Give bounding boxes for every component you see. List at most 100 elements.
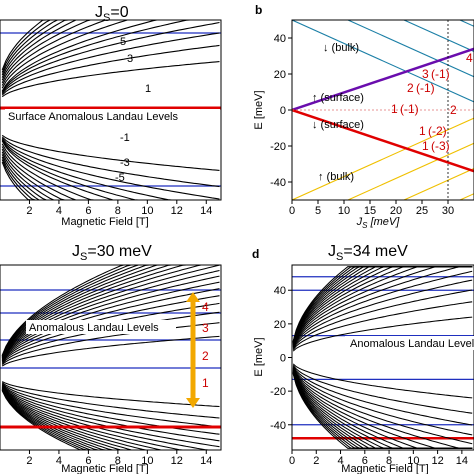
panel-d-level-curve-down-2 <box>292 364 473 414</box>
panel-c-level-curve-down-4 <box>1 384 220 435</box>
panel-c-level-curve-up-6 <box>1 288 220 362</box>
panel-a-xtick-label-3: 8 <box>115 205 121 217</box>
panel-d-title: JS=34 meV <box>328 243 408 263</box>
panel-c-level-curve-up-1 <box>1 335 220 367</box>
panel-d-annotation: Anomalous Landau Levels <box>350 338 474 350</box>
panel-d-letter: d <box>252 247 259 261</box>
panel-c-level-1: 1 <box>202 376 209 390</box>
panel-d-xtick-label-2: 4 <box>337 455 343 467</box>
panel-a-level-curve-down-7 <box>1 143 220 201</box>
panel-c-level-curve-down-2 <box>1 382 220 419</box>
panel-b-ytick-label-4: -40 <box>270 177 286 189</box>
panel-d-ytick-label-0: 40 <box>274 285 286 297</box>
panel-b-level-2-sub: (-1) <box>416 81 435 95</box>
panel-a-xtick-label-5: 12 <box>171 205 183 217</box>
panel-c-level-curve-down-5 <box>1 384 220 442</box>
panel-a-x-ticks: 2 4 6 8 10 12 14 <box>26 200 212 217</box>
panel-d-xtick-label-0: 0 <box>289 455 295 467</box>
panel-d-level-curve-up-2 <box>292 301 473 351</box>
panel-c-annotation-bg <box>26 320 176 334</box>
panel-b-level-3-sub: (-1) <box>431 67 450 81</box>
panel-d-level-curve-down-3 <box>292 365 473 426</box>
panel-c-xtick-label-3: 8 <box>115 455 121 467</box>
panel-a-label-m3: -3 <box>120 157 130 169</box>
panel-b-level-1a: 1 <box>391 102 398 116</box>
panel-b-xtick-label-2: 10 <box>338 205 350 217</box>
panel-b-xtick-label-3: 15 <box>364 205 376 217</box>
panel-c-level-curve-down-3 <box>1 383 220 428</box>
panel-b-surface-up: ↑ (surface) <box>312 92 364 104</box>
panel-a-level-curve-up-1 <box>1 61 220 98</box>
panel-d: d JS=34 meV 0 2 4 6 8 10 12 14 40 20 0 -20 -40 E [me… <box>252 243 474 474</box>
panel-b-level-3: 3 <box>422 67 429 81</box>
panel-c-level-2: 2 <box>202 349 209 363</box>
panel-c-level-3: 3 <box>202 321 209 335</box>
panel-b-bulk-down: ↓ (bulk) <box>323 42 359 54</box>
panel-d-ytick-label-2: 0 <box>280 353 286 365</box>
panel-c-xtick-label-0: 2 <box>26 455 32 467</box>
panel-a-level-curve-down-1 <box>1 134 220 171</box>
panel-d-level-curve-up-3 <box>292 289 473 350</box>
panel-d-ytick-label-3: -20 <box>270 386 286 398</box>
panel-b-xtick-label-6: 30 <box>442 205 454 217</box>
panel-a-xtick-label-1: 4 <box>56 205 62 217</box>
panel-b-ytick-label-1: 20 <box>274 69 286 81</box>
panel-d-xtick-label-4: 8 <box>386 455 392 467</box>
panel-b-surface-up-line <box>292 47 474 112</box>
panel-d-xtick-label-6: 12 <box>431 455 443 467</box>
panel-a-label-m5: -5 <box>115 172 125 184</box>
panel-b-level-1a-sub: (-1) <box>400 102 419 116</box>
panel-b-level-2b: 2 <box>450 103 457 117</box>
panel-b-letter: b <box>255 3 262 17</box>
panel-b-bulk-down-line-3 <box>458 20 474 27</box>
panel-b-bulk-up-line-2 <box>402 167 474 200</box>
panel-c-level-4: 4 <box>202 300 209 314</box>
panel-d-level-curve-up-6 <box>292 266 473 347</box>
panel-b: b 0 5 10 15 20 25 30 40 20 0 -20 -40 E [meV] JS [me… <box>253 3 474 230</box>
panel-d-level-curve-down-1 <box>292 363 473 399</box>
panel-b-ytick-label-2: 0 <box>280 105 286 117</box>
panel-c-xtick-label-1: 4 <box>56 455 62 467</box>
panel-c-arrow <box>186 292 200 408</box>
panel-a-label-1: 1 <box>145 83 151 95</box>
panel-b-surface-down-line <box>292 108 474 173</box>
panel-d-level-curve-down-6 <box>292 368 473 449</box>
panel-a-annotation-bg <box>5 109 220 123</box>
panel-c-xtick-label-2: 6 <box>85 455 91 467</box>
panel-c-xlabel: Magnetic Field [T] <box>61 463 148 474</box>
panel-a-label-3: 3 <box>127 53 133 65</box>
panel-d-ytick-label-4: -40 <box>270 420 286 432</box>
panel-c-xtick-label-4: 10 <box>141 455 153 467</box>
panel-b-level-4: 4 <box>466 51 473 65</box>
panel-b-surface-down: ↓ (surface) <box>312 119 364 131</box>
panel-d-level-curve-down-7 <box>292 368 473 449</box>
panel-c-level-curve-down-7 <box>1 385 220 451</box>
panel-a-level-curve-down-8 <box>1 146 220 201</box>
panel-b-ticks: 0 5 10 15 20 25 30 40 20 0 -20 -40 <box>270 33 454 217</box>
panel-b-level-1b-sub: (-2) <box>428 124 447 138</box>
panel-b-lines <box>292 20 474 200</box>
panel-d-level-curve-down-5 <box>292 367 473 445</box>
panel-b-bulk-down-line-0 <box>292 20 474 103</box>
panel-a-frame <box>0 19 222 201</box>
panel-b-ytick-label-3: -20 <box>270 141 286 153</box>
panel-a-level-curve-down-2 <box>1 136 220 188</box>
panel-c-title: JS=30 meV <box>72 243 152 263</box>
panel-d-level-curve-up-7 <box>292 266 473 347</box>
panel-b-bulk-down-line-2 <box>402 20 474 53</box>
panel-b-level-1c-sub: (-3) <box>431 139 450 153</box>
panel-b-xtick-label-4: 20 <box>390 205 402 217</box>
panel-a-xtick-label-0: 2 <box>26 205 32 217</box>
panel-b-ylabel: E [meV] <box>253 90 265 129</box>
panel-a-level-curve-up-3 <box>1 32 220 95</box>
panel-a-level-curve-up-2 <box>1 44 220 96</box>
panel-d-xtick-label-3: 6 <box>362 455 368 467</box>
panel-d-xtick-label-5: 10 <box>407 455 419 467</box>
panel-c-level-curve-up-5 <box>1 295 220 363</box>
panel-b-bulk-up-line-0 <box>292 117 474 200</box>
panel-d-annotation-bg <box>345 336 474 350</box>
panel-b-xlabel: JS [meV] <box>356 216 401 230</box>
panel-b-bulk-down-line-1 <box>346 20 474 78</box>
panel-a-label-m1: -1 <box>120 132 130 144</box>
